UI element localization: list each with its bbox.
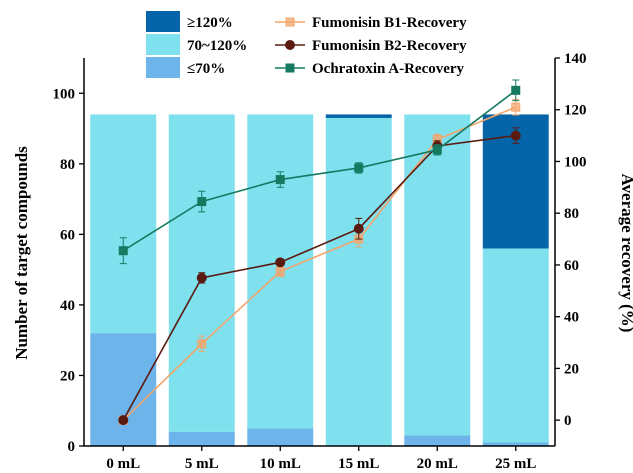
data-point [196,272,207,283]
data-point [118,246,128,256]
y2-tick-label: 60 [564,258,579,274]
y-tick-label: 80 [60,157,75,173]
legend-label: ≤70% [187,61,225,77]
bar-segment [247,428,314,446]
bar-segment [482,442,549,446]
bar-segment [482,248,549,443]
y-axis-title: Number of target compounds [12,146,31,360]
data-point [118,415,129,426]
bars-layer [90,114,549,447]
bar-segment [90,333,157,446]
data-point [353,223,364,234]
y2-tick-label: 140 [564,51,587,67]
y-tick-label: 0 [68,439,76,455]
data-point [197,339,207,349]
x-tick-label: 10 mL [260,456,301,472]
series-line [122,134,516,421]
x-tick-label: 20 mL [417,456,458,472]
axes-layer: 0 20 40 60 80 100 0 20 40 60 80 100 120 140 0 mL 5 mL 10… [53,51,587,472]
data-point [511,85,521,95]
x-tick-label: 25 mL [495,456,536,472]
legend-label: Fumonisin B1-Recovery [312,15,467,31]
legend-label: 70~120% [187,38,247,54]
legend-swatch [146,34,180,55]
legend: ≥120% Fumonisin B1-Recovery 70~120% Fumonis… [146,11,467,78]
series-line [122,89,517,252]
bar-segment [325,114,392,118]
series-line [122,106,517,421]
data-point [275,257,286,268]
y-tick-label: 20 [60,368,75,384]
bar-segment [90,114,157,334]
data-point [197,197,207,207]
y2-tick-label: 80 [564,206,579,222]
y2-tick-label: 20 [564,361,579,377]
legend-label: Ochratoxin A-Recovery [312,61,465,77]
data-point [354,163,364,173]
y-tick-label: 60 [60,227,75,243]
x-tick-label: 5 mL [185,456,219,472]
legend-marker [285,63,295,73]
y2-tick-label: 40 [564,310,579,326]
legend-marker [285,17,295,27]
legend-swatch [146,11,180,32]
y-tick-label: 100 [53,86,76,102]
y-tick-label: 40 [60,298,75,314]
y2-tick-label: 0 [564,413,572,429]
y2-tick-label: 120 [564,103,587,119]
data-point [432,145,442,155]
data-point [275,175,285,185]
legend-swatch [146,57,180,78]
x-tick-label: 15 mL [338,456,379,472]
x-tick-label: 0 mL [106,456,140,472]
data-point [275,266,285,276]
y2-axis-title: Average recovery (%) [618,174,633,333]
legend-label: Fumonisin B2-Recovery [312,38,467,54]
bar-segment [404,114,471,436]
data-point [511,102,521,112]
lines-layer [118,79,521,426]
data-point [510,130,521,141]
bar-segment [168,431,235,446]
legend-marker [285,40,295,50]
legend-label: ≥120% [187,15,233,31]
y2-tick-label: 100 [564,154,587,170]
bar-segment [404,435,471,446]
